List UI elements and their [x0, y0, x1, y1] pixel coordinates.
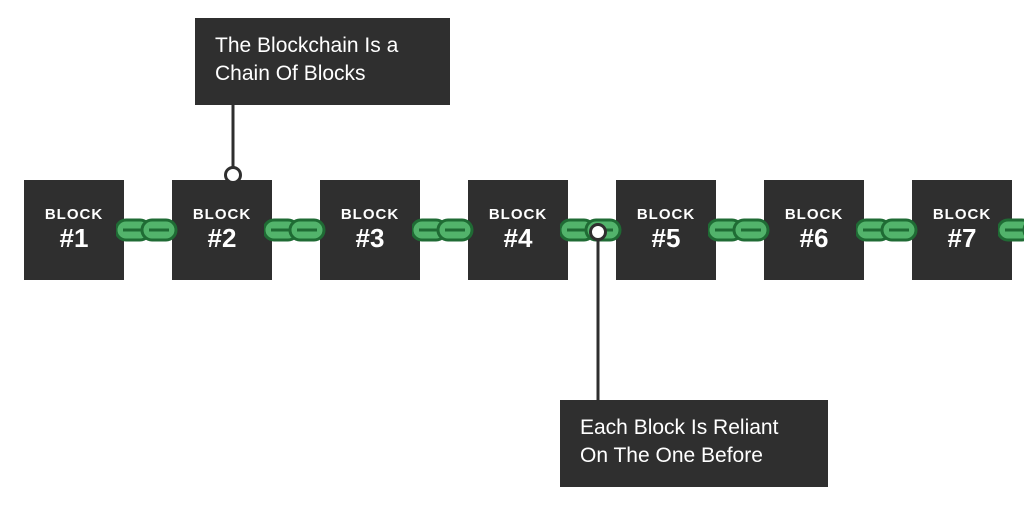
block-3: BLOCK #3 — [320, 180, 420, 280]
block-7: BLOCK #7 — [912, 180, 1012, 280]
callout-top-pointer — [233, 96, 237, 175]
block-4: BLOCK #4 — [468, 180, 568, 280]
block-label: BLOCK — [489, 207, 547, 224]
block-6: BLOCK #6 — [764, 180, 864, 280]
callout-top-dot — [224, 166, 242, 184]
block-label: BLOCK — [45, 207, 103, 224]
chain-link-icon — [412, 218, 476, 242]
block-5: BLOCK #5 — [616, 180, 716, 280]
block-number: #6 — [800, 224, 829, 253]
block-number: #4 — [504, 224, 533, 253]
block-label: BLOCK — [341, 207, 399, 224]
block-label: BLOCK — [637, 207, 695, 224]
callout-bottom-line-1: On The One Before — [580, 442, 808, 470]
callout-bottom-dot — [589, 223, 607, 241]
block-label: BLOCK — [193, 207, 251, 224]
callout-bottom: Each Block Is ReliantOn The One Before — [560, 400, 828, 487]
chain-link-icon — [856, 218, 920, 242]
block-number: #3 — [356, 224, 385, 253]
chain-link-icon — [708, 218, 772, 242]
block-number: #7 — [948, 224, 977, 253]
callout-top-line-0: The Blockchain Is a — [215, 32, 430, 60]
blockchain-infographic: BLOCK #1BLOCK #2BLOCK #3BLOCK #4BLOCK #5… — [0, 0, 1024, 512]
block-label: BLOCK — [933, 207, 991, 224]
chain-link-icon — [116, 218, 180, 242]
chain-link-icon — [998, 218, 1024, 242]
block-1: BLOCK #1 — [24, 180, 124, 280]
callout-bottom-pointer — [598, 232, 602, 400]
block-number: #1 — [60, 224, 89, 253]
block-2: BLOCK #2 — [172, 180, 272, 280]
block-number: #5 — [652, 224, 681, 253]
block-label: BLOCK — [785, 207, 843, 224]
chain-link-icon — [264, 218, 328, 242]
block-number: #2 — [208, 224, 237, 253]
callout-bottom-line-0: Each Block Is Reliant — [580, 414, 808, 442]
callout-top: The Blockchain Is aChain Of Blocks — [195, 18, 450, 105]
callout-top-line-1: Chain Of Blocks — [215, 60, 430, 88]
